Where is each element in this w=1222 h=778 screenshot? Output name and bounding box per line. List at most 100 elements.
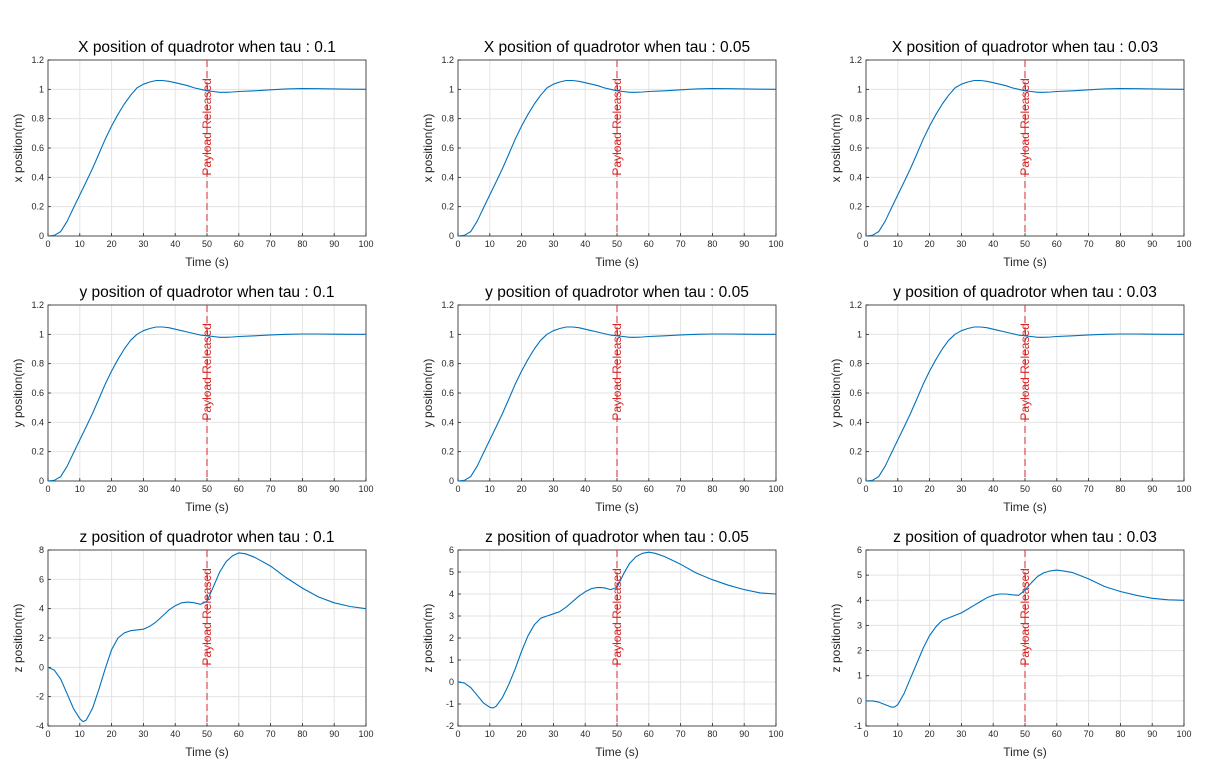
- y-tick-label: 6: [449, 545, 454, 555]
- y-tick-label: 1: [39, 329, 44, 339]
- x-tick-label: 10: [893, 239, 903, 249]
- x-tick-label: 30: [138, 729, 148, 739]
- x-tick-label: 10: [75, 239, 85, 249]
- y-axis-label: y position(m): [829, 359, 843, 428]
- x-tick-label: 80: [297, 239, 307, 249]
- x-tick-label: 100: [768, 729, 783, 739]
- y-tick-label: 0.8: [31, 114, 44, 124]
- x-axis-label: Time (s): [185, 500, 229, 514]
- chart-panel-4: 0 10 20 30 40 50 60 70 80 90 100 0 0.2 0.4 0.6 0.8 1 1.2 y…: [11, 284, 374, 514]
- chart-title: X position of quadrotor when tau : 0.05: [484, 39, 750, 56]
- chart-panel-7: 0 10 20 30 40 50 60 70 80 90 100 -4 -2 0 2 4 6 8 z positio…: [11, 529, 374, 759]
- y-axis-label: x position(m): [421, 114, 435, 183]
- x-tick-label: 40: [988, 729, 998, 739]
- y-tick-label: 0.4: [849, 172, 862, 182]
- x-tick-label: 80: [707, 239, 717, 249]
- x-tick-label: 90: [739, 729, 749, 739]
- y-tick-label: 0.2: [31, 202, 44, 212]
- chart-title: z position of quadrotor when tau : 0.03: [893, 529, 1157, 546]
- y-tick-label: 0.2: [849, 447, 862, 457]
- x-tick-label: 30: [548, 239, 558, 249]
- y-axis-label: x position(m): [11, 114, 25, 183]
- x-tick-label: 0: [45, 484, 50, 494]
- y-tick-label: 2: [857, 646, 862, 656]
- y-tick-label: 0: [39, 662, 44, 672]
- series-line: [865, 79, 1185, 237]
- chart-panel-3: 0 10 20 30 40 50 60 70 80 90 100 0 0.2 0.4 0.6 0.8 1 1.2 X…: [829, 39, 1192, 269]
- x-tick-label: 90: [329, 484, 339, 494]
- x-tick-label: 20: [107, 484, 117, 494]
- payload-released-label: Payload Released: [610, 323, 624, 420]
- y-tick-label: -1: [854, 721, 862, 731]
- y-tick-label: 0.8: [31, 359, 44, 369]
- x-tick-label: 80: [297, 484, 307, 494]
- x-tick-label: 40: [580, 729, 590, 739]
- y-axis-label: z position(m): [829, 604, 843, 673]
- chart-panel-5: 0 10 20 30 40 50 60 70 80 90 100 0 0.2 0.4 0.6 0.8 1 1.2 y…: [421, 284, 784, 514]
- y-tick-label: 2: [449, 633, 454, 643]
- x-tick-label: 50: [202, 729, 212, 739]
- y-tick-label: 4: [857, 595, 862, 605]
- payload-released-label: Payload Released: [200, 78, 214, 175]
- y-tick-label: 0.6: [849, 143, 862, 153]
- x-tick-label: 80: [707, 729, 717, 739]
- y-tick-label: 0.8: [441, 359, 454, 369]
- chart-title: y position of quadrotor when tau : 0.03: [893, 284, 1157, 301]
- y-tick-label: 0.6: [441, 388, 454, 398]
- x-tick-label: 60: [1052, 239, 1062, 249]
- x-tick-label: 100: [358, 484, 373, 494]
- x-tick-label: 20: [925, 729, 935, 739]
- x-tick-label: 0: [455, 484, 460, 494]
- chart-title: X position of quadrotor when tau : 0.03: [892, 39, 1158, 56]
- payload-released-label: Payload Released: [1018, 78, 1032, 175]
- x-tick-label: 50: [202, 239, 212, 249]
- x-tick-label: 80: [707, 484, 717, 494]
- x-tick-label: 60: [234, 484, 244, 494]
- chart-panel-6: 0 10 20 30 40 50 60 70 80 90 100 0 0.2 0.4 0.6 0.8 1 1.2 y…: [829, 284, 1192, 514]
- y-tick-label: 1: [449, 84, 454, 94]
- payload-released-label: Payload Released: [610, 78, 624, 175]
- y-tick-label: 1: [857, 84, 862, 94]
- x-tick-label: 60: [1052, 484, 1062, 494]
- x-tick-label: 80: [1115, 729, 1125, 739]
- x-tick-label: 20: [517, 729, 527, 739]
- x-tick-label: 90: [739, 239, 749, 249]
- series-line: [865, 326, 1184, 482]
- x-tick-label: 60: [644, 729, 654, 739]
- series-line: [457, 79, 777, 237]
- x-tick-label: 50: [1020, 484, 1030, 494]
- chart-panel-8: 0 10 20 30 40 50 60 70 80 90 100 -2 -1 0 1 2 3 4 5 6 z posit…: [421, 529, 784, 759]
- x-tick-label: 80: [297, 729, 307, 739]
- y-tick-label: 1.2: [441, 300, 454, 310]
- y-tick-label: 1.2: [441, 55, 454, 65]
- x-tick-label: 90: [329, 239, 339, 249]
- chart-panel-2: 0 10 20 30 40 50 60 70 80 90 100 0 0.2 0.4 0.6 0.8 1 1.2 X…: [421, 39, 784, 269]
- x-tick-label: 90: [1147, 239, 1157, 249]
- x-tick-label: 20: [925, 239, 935, 249]
- y-tick-label: -1: [446, 699, 454, 709]
- chart-title: X position of quadrotor when tau : 0.1: [78, 39, 336, 56]
- y-tick-label: -2: [36, 692, 44, 702]
- x-tick-label: 40: [170, 239, 180, 249]
- y-tick-label: 0: [39, 231, 44, 241]
- payload-released-label: Payload Released: [1018, 323, 1032, 420]
- chart-title: y position of quadrotor when tau : 0.05: [485, 284, 749, 301]
- x-tick-label: 90: [1147, 484, 1157, 494]
- x-tick-label: 10: [485, 484, 495, 494]
- x-tick-label: 20: [107, 729, 117, 739]
- y-tick-label: 8: [39, 545, 44, 555]
- y-tick-label: 0: [857, 231, 862, 241]
- y-tick-label: 0: [857, 476, 862, 486]
- y-tick-label: 0.4: [441, 417, 454, 427]
- x-tick-label: 50: [612, 484, 622, 494]
- y-tick-label: 0: [857, 696, 862, 706]
- x-axis-label: Time (s): [595, 255, 639, 269]
- x-tick-label: 80: [1115, 239, 1125, 249]
- x-tick-label: 20: [925, 484, 935, 494]
- y-tick-label: 0.6: [441, 143, 454, 153]
- x-tick-label: 70: [1084, 239, 1094, 249]
- payload-released-label: Payload Released: [200, 323, 214, 420]
- y-tick-label: 0.8: [849, 114, 862, 124]
- chart-title: z position of quadrotor when tau : 0.1: [79, 529, 334, 546]
